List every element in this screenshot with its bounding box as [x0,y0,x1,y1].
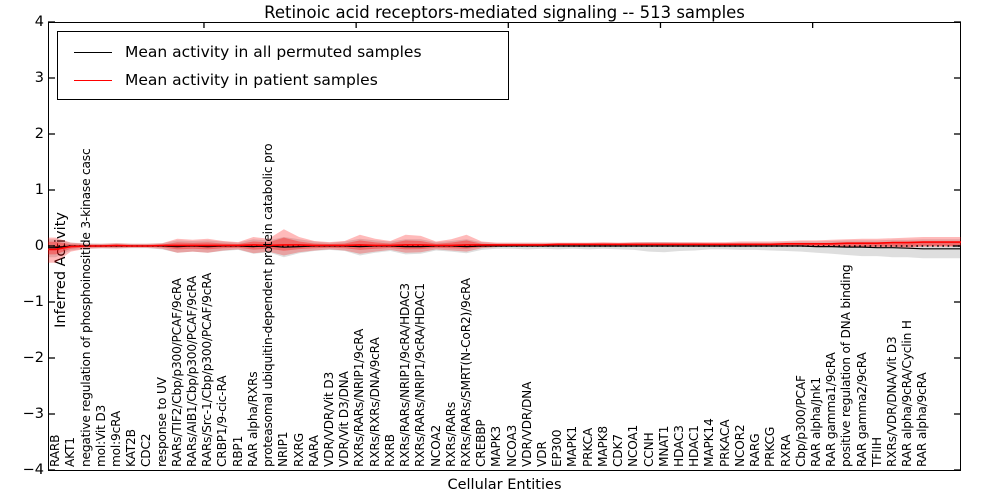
x-tick-label: positive regulation of DNA binding [839,264,854,467]
x-tick-label: NRIP1 [276,431,291,467]
x-tick-label: NCOA1 [626,424,641,467]
x-tick-label: RAR alpha/Jnk1 [808,377,823,467]
x-tick-label: RBP1 [230,435,245,467]
x-tick-label: AKT1 [63,437,78,467]
x-tick-label: RXRB [382,434,397,467]
patient-mean-line [48,241,961,251]
permuted-line-swatch [74,51,112,53]
y-tick-label: −4 [22,462,44,478]
x-tick-label: VDR/Vit D3/DNA [337,371,352,467]
x-tick-label: PRKCA [580,428,595,467]
x-tick-label: RAR gamma1/9cRA [824,352,839,467]
x-tick-label: RAR alpha/9cRA [915,372,930,467]
y-tick-label: 0 [34,238,44,254]
x-tick-label: mol:9cRA [108,411,123,467]
x-tick-label: HDAC3 [671,425,686,467]
x-tick-label: RAR alpha/RXRs [245,371,260,467]
x-tick-label: RXRs/RARs/SMRT(N-CoR2)/9cRA [458,278,473,467]
x-tick-label: RARB [48,434,63,467]
x-tick-label: response to UV [154,377,169,467]
y-tick-label: 4 [34,14,44,30]
x-tick-label: VDR [535,441,550,467]
legend-label: Mean activity in all permuted samples [125,43,422,61]
x-tick-label: RXRs/RARs/NRIP1/9cRA [352,328,367,467]
x-tick-label: RARs/TIF2/Cbp/p300/PCAF/9cRA [169,278,184,467]
x-tick-label: CRBP1/9-cic-RA [215,375,230,467]
y-tick-label: −2 [22,350,44,366]
x-tick-label: HDAC1 [687,425,702,467]
x-tick-label: RXRA [778,434,793,467]
legend-item: Mean activity in all permuted samples [58,38,422,66]
y-tick-label: −1 [22,294,44,310]
x-tick-label: PRKACA [717,419,732,467]
x-tick-label: RAR gamma2/9cRA [854,352,869,467]
y-tick-label: 3 [34,70,44,86]
chart-title: Retinoic acid receptors-mediated signali… [264,3,745,22]
y-tick-label: −3 [22,406,44,422]
x-tick-label: CCNH [641,432,656,467]
x-tick-label: NCOA2 [428,424,443,467]
x-tick-label: VDR/VDR/Vit D3 [322,371,336,467]
x-axis-label: Cellular Entities [447,477,562,493]
x-tick-label: MNAT1 [656,425,671,467]
x-tick-label: NCOR2 [732,424,747,467]
patient-line-swatch [74,79,112,81]
legend-label: Mean activity in patient samples [125,71,378,89]
x-tick-label: NCOA3 [504,424,519,467]
x-tick-label: RXRG [291,433,306,467]
x-tick-label: RARA [306,435,321,467]
legend-item: Mean activity in patient samples [58,66,378,94]
y-tick-label: 1 [34,182,44,198]
permuted-band [48,237,961,259]
x-tick-label: Cbp/p300/PCAF [793,375,808,467]
x-tick-label: RXRs/VDR/DNA/Vit D3 [885,336,900,467]
x-tick-label: RARs/AIB1/Cbp/p300/PCAF/9cRA [185,275,200,467]
x-tick-label: proteasomal ubiquitin-dependent protein … [261,143,276,467]
x-tick-label: RAR alpha/9cRA/Cyclin H [900,320,915,467]
x-tick-label: RARG [748,433,763,467]
x-tick-label: CREBBP [474,419,489,467]
x-tick-label: negative regulation of phosphoinositide … [78,148,93,467]
y-tick-label: 2 [34,126,44,142]
x-tick-label: VDR/VDR/DNA [519,381,534,467]
x-tick-label: KAT2B [124,429,139,467]
x-tick-label: TFIIH [869,437,884,467]
x-tick-label: EP300 [550,429,565,467]
x-tick-label: CDC2 [139,433,154,467]
x-tick-label: CDK7 [611,434,626,467]
x-tick-label: RXRs/RXRs/DNA/9cRA [367,337,382,467]
x-tick-label: RXRs/RARs [443,401,458,467]
x-tick-label: mol:Vit D3 [93,404,108,467]
x-tick-label: MAPK1 [565,426,580,467]
x-tick-label: RARs/Src-1/Cbp/p300/PCAF/9cRA [200,272,215,467]
x-tick-label: MAPK8 [595,426,610,467]
x-tick-label: PRKCG [763,426,778,467]
x-tick-label: MAPK14 [702,418,717,467]
x-tick-label: RXRs/RARs/NRIP1/9cRA/HDAC3 [398,283,413,467]
x-tick-label: RXRs/RARs/NRIP1/9cRA/HDAC1 [413,283,428,467]
legend: Mean activity in all permuted samples Me… [57,31,509,100]
x-tick-label: MAPK3 [489,426,504,467]
